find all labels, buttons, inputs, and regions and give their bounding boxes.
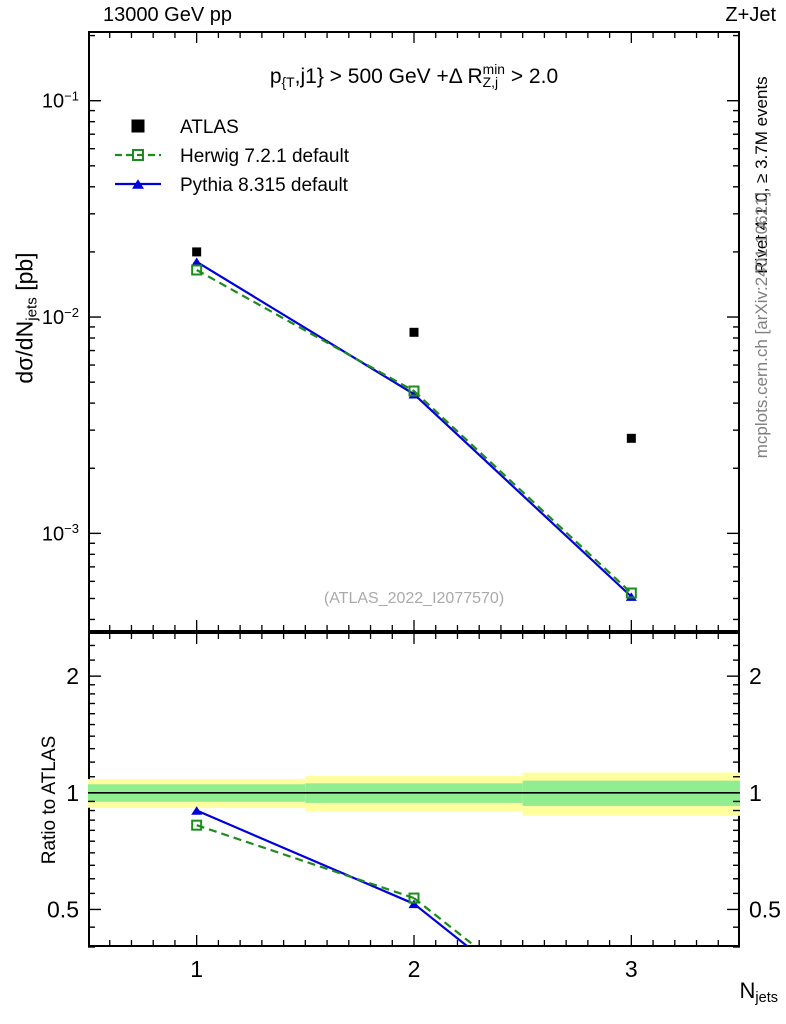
analysis-id-watermark: (ATLAS_2022_I2077570)	[323, 590, 505, 607]
x-axis-tick-label: 1	[190, 956, 203, 982]
ratio-y-axis-tick-label: 2	[749, 663, 762, 689]
data-point-atlas	[626, 433, 636, 443]
data-point-pythia	[191, 257, 203, 267]
data-line-pythia	[196, 809, 415, 905]
data-point-herwig	[191, 264, 203, 276]
legend-label-1: Herwig 7.2.1 default	[180, 146, 350, 167]
legend-marker-0	[131, 119, 145, 133]
data-point-herwig	[408, 892, 420, 904]
y-axis-tick-label: 10−3	[42, 521, 79, 545]
data-point-herwig	[625, 587, 637, 599]
data-point-pythia	[408, 899, 420, 909]
data-point-atlas	[192, 247, 202, 257]
data-point-herwig	[191, 819, 203, 831]
ratio-y-axis-tick-label: 0.5	[47, 896, 79, 922]
data-point-atlas	[409, 327, 419, 337]
legend-marker-1	[132, 149, 144, 161]
legend-label-2: Pythia 8.315 default	[180, 175, 349, 196]
header-process-label: Z+Jet	[725, 4, 776, 26]
data-line-herwig	[413, 897, 477, 946]
legend-marker-2	[132, 179, 144, 189]
header-beam-label: 13000 GeV pp	[103, 4, 232, 26]
ratio-series-group	[191, 806, 477, 946]
data-line-pythia	[413, 902, 469, 946]
ratio-y-axis-tick-label: 1	[66, 780, 79, 806]
data-line-herwig	[196, 269, 415, 392]
data-line-herwig	[196, 824, 415, 900]
data-line-pythia	[196, 260, 415, 396]
legend-label-0: ATLAS	[180, 117, 239, 138]
ratio-y-axis-tick-label: 1	[749, 780, 762, 806]
rmin-superscript-stack: min Z,j	[482, 61, 505, 91]
data-line-pythia	[413, 393, 633, 598]
x-axis-tick-label: 3	[625, 956, 638, 982]
x-axis-tick-label: 2	[408, 956, 421, 982]
y-axis-tick-label: 10−1	[42, 89, 79, 113]
y-axis-tick-label: 10−2	[42, 305, 79, 329]
data-point-herwig	[408, 385, 420, 397]
ratio-y-axis-tick-label: 0.5	[749, 896, 781, 922]
ratio-y-axis-tick-label: 2	[66, 663, 79, 689]
main-series-group	[191, 247, 637, 601]
data-line-herwig	[413, 390, 633, 594]
x-axis-label: Njets	[739, 978, 778, 1007]
data-point-pythia	[191, 806, 203, 815]
